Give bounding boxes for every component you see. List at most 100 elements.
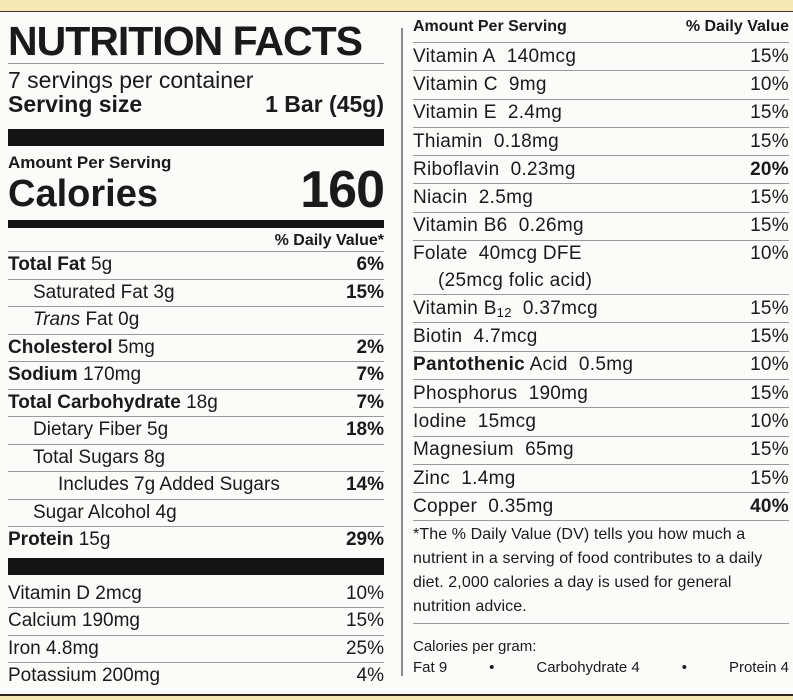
nutrient-dv: 10% xyxy=(750,73,789,95)
nutrient-name: Magnesium xyxy=(413,439,514,461)
vitamin-row-vitamin-d: Vitamin D 2mcg 10% xyxy=(8,581,384,608)
left-vitamins-list: Vitamin D 2mcg 10% Calcium 190mg 15% Iro… xyxy=(8,581,384,690)
calories-row: Calories 160 xyxy=(8,164,385,216)
nutrient-row-added-sugars: Includes 7g Added Sugars 14% xyxy=(8,471,384,499)
nutrient-row-dietary-fiber: Dietary Fiber 5g 18% xyxy=(8,416,384,444)
nutrient-amount: 0.18mg xyxy=(493,130,560,152)
nutrient-amount: 4.8mg xyxy=(46,637,99,659)
nutrient-amount: 140mcg xyxy=(506,45,577,67)
nutrient-name: Phosphorus xyxy=(413,382,518,404)
vitamin-row-biotin: Biotin 4.7mcg 15% xyxy=(413,323,789,352)
nutrient-row-sodium: Sodium 170mg 7% xyxy=(8,361,384,389)
nutrient-amount: 5g xyxy=(91,254,113,276)
cpg-carbohydrate: Carbohydrate 4 xyxy=(536,659,640,677)
nutrient-amount: 170mg xyxy=(82,364,142,386)
nutrient-name: Vitamin E xyxy=(413,102,497,124)
nutrient-amount: 65mg xyxy=(525,439,574,461)
nutrient-dv: 15% xyxy=(750,215,789,237)
nutrient-name: Total Carbohydrate xyxy=(8,391,181,413)
nutrient-amount: 5g xyxy=(147,419,169,441)
nutrient-amount: 4g xyxy=(155,501,177,523)
nutrient-name: Cholesterol xyxy=(8,336,113,358)
nutrient-row-total-fat: Total Fat 5g 6% xyxy=(8,251,384,279)
vitamin-row-potassium: Potassium 200mg 4% xyxy=(8,663,384,690)
nutrient-name: Sugar Alcohol xyxy=(33,501,151,523)
calories-value: 160 xyxy=(300,161,385,219)
vitamin-row-vitamin-b12: Vitamin B12 0.37mcg 15% xyxy=(413,295,789,324)
cpg-fat: Fat 9 xyxy=(413,659,448,677)
thick-divider xyxy=(8,129,384,146)
daily-value-header: % Daily Value* xyxy=(274,232,384,249)
nutrient-name: Zinc xyxy=(413,467,451,489)
nutrient-dv: 7% xyxy=(356,391,384,413)
vitamin-row-vitamin-b6: Vitamin B6 0.26mg 15% xyxy=(413,213,789,242)
vitamin-row-vitamin-a: Vitamin A 140mcg 15% xyxy=(413,43,789,72)
nutrient-amount: 15g xyxy=(78,529,111,551)
nutrient-amount: 2.4mg xyxy=(507,102,563,124)
nutrient-name: Dietary Fiber xyxy=(33,419,142,441)
nutrient-name: Riboflavin xyxy=(413,158,500,180)
nutrient-amount: 200mg xyxy=(101,665,161,687)
cpg-protein: Protein 4 xyxy=(728,659,789,677)
nutrient-dv: 10% xyxy=(750,243,789,265)
right-header: Amount Per Serving % Daily Value xyxy=(413,12,789,43)
nutrient-name: Total Sugars xyxy=(33,446,139,468)
nutrient-row-protein: Protein 15g 29% xyxy=(8,526,384,554)
vitamin-row-niacin: Niacin 2.5mg 15% xyxy=(413,184,789,213)
calories-per-gram-values: Fat 9 • Carbohydrate 4 • Protein 4 xyxy=(413,657,789,678)
vitamin-row-vitamin-e: Vitamin E 2.4mg 15% xyxy=(413,100,789,128)
nutrient-amount: 1.4mg xyxy=(461,467,516,489)
nutrient-name: Vitamin B6 xyxy=(413,215,508,237)
nutrient-dv: 15% xyxy=(750,467,789,489)
serving-size-label: Serving size xyxy=(8,91,143,117)
amount-per-serving-header: Amount Per Serving xyxy=(413,18,567,35)
nutrient-dv: 25% xyxy=(345,637,384,659)
nutrient-row-sugar-alcohol: Sugar Alcohol 4g xyxy=(8,498,384,527)
nutrient-dv: 15% xyxy=(750,130,789,152)
vitamin-row-pantothenic-acid: Pantothenic Acid 0.5mg 10% xyxy=(413,352,789,380)
nutrient-dv: 15% xyxy=(750,102,789,124)
bullet-icon: • xyxy=(681,659,687,677)
right-column: Amount Per Serving % Daily Value Vitamin… xyxy=(413,12,789,678)
nutrient-amount: 2mcg xyxy=(95,582,142,604)
nutrient-row-total-sugars: Total Sugars 8g xyxy=(8,443,384,472)
nutrient-dv: 15% xyxy=(345,281,384,303)
vitamin-row-thiamin: Thiamin 0.18mg 15% xyxy=(413,128,789,157)
nutrient-dv: 15% xyxy=(345,610,384,632)
vitamin-row-folate: Folate 40mcg DFE (25mcg folic acid) 10% xyxy=(413,241,789,296)
nutrient-dv: 29% xyxy=(345,529,384,551)
nutrient-dv: 7% xyxy=(356,364,384,386)
nutrient-name: Sodium xyxy=(8,364,78,386)
nutrient-dv: 10% xyxy=(750,354,789,376)
nutrient-dv: 15% xyxy=(750,187,789,209)
nutrient-row-trans-fat: Trans Fat 0g xyxy=(8,306,384,334)
nutrient-amount: 0.5mg xyxy=(578,354,634,376)
nutrient-amount: 8g xyxy=(143,446,166,468)
nutrient-amount: 5mg xyxy=(117,336,155,358)
serving-size-value: 1 Bar (45g) xyxy=(265,91,384,117)
nutrient-amount: 0.26mg xyxy=(518,215,584,237)
nutrient-amount: Fat 0g xyxy=(85,309,140,331)
nutrient-row-cholesterol: Cholesterol 5mg 2% xyxy=(8,333,384,362)
nutrient-name: Folate xyxy=(413,243,468,265)
nutrient-dv: 15% xyxy=(750,297,789,319)
vitamin-row-magnesium: Magnesium 65mg 15% xyxy=(413,437,789,465)
nutrient-name: Biotin xyxy=(413,326,463,348)
nutrient-dv: 20% xyxy=(750,158,789,180)
amount-per-serving: Amount Per Serving xyxy=(8,153,172,172)
nutrient-amount: 2.5mg xyxy=(478,187,534,209)
nutrient-dv: 15% xyxy=(750,45,789,67)
nutrient-name: Iron xyxy=(8,637,41,659)
bullet-icon: • xyxy=(489,659,495,677)
nutrient-dv: 2% xyxy=(356,336,384,358)
nutrient-name: Trans xyxy=(33,309,81,331)
nutrient-name: Iodine xyxy=(413,410,467,432)
nutrient-amount: 190mg xyxy=(528,382,589,404)
folic-acid-note: (25mcg folic acid) xyxy=(438,270,593,292)
nutrient-amount: 3g xyxy=(153,281,175,303)
subscript: 12 xyxy=(496,304,512,320)
nutrient-name: Vitamin A xyxy=(413,45,496,67)
vitamin-row-riboflavin: Riboflavin 0.23mg 20% xyxy=(413,156,789,185)
nutrient-name: Calcium xyxy=(8,610,77,632)
vitamin-row-iron: Iron 4.8mg 25% xyxy=(8,636,384,663)
